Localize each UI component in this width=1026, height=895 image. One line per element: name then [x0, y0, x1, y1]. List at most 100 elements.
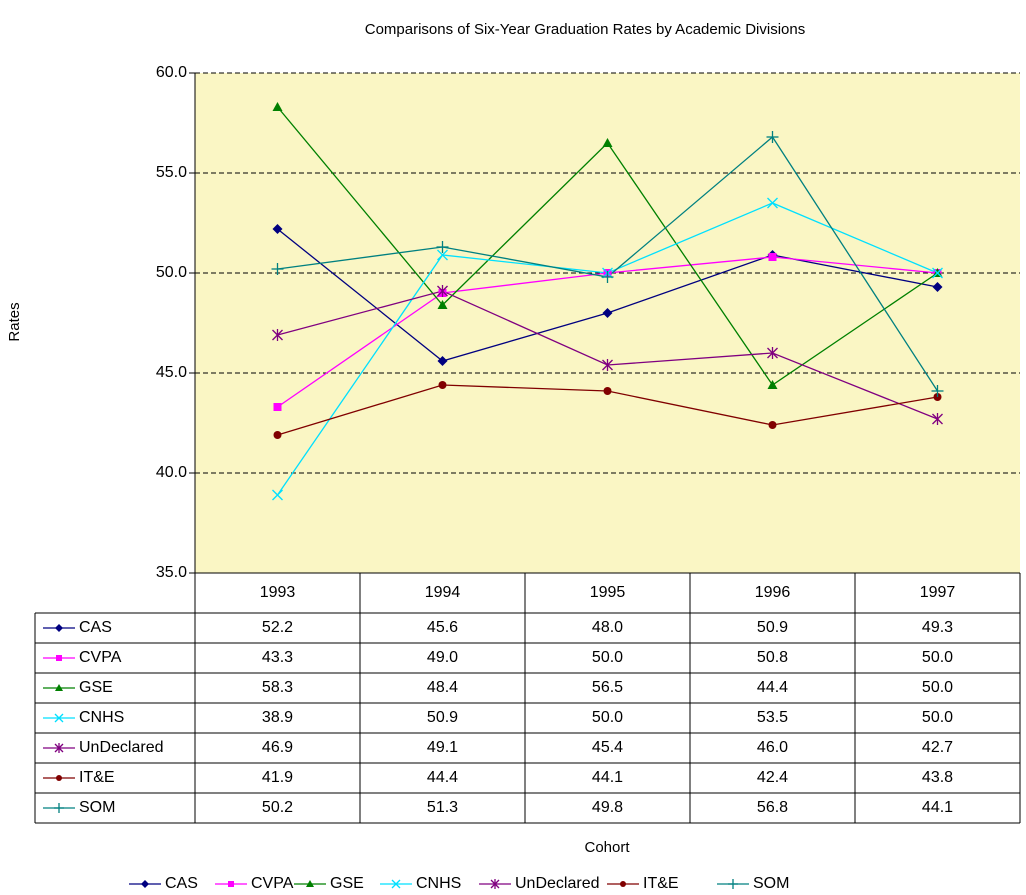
- marker-part: [228, 881, 234, 887]
- table-cell: 48.0: [592, 619, 623, 636]
- table-cell: 45.6: [427, 619, 458, 636]
- marker-part: [602, 308, 613, 318]
- marker-part: [437, 356, 448, 366]
- table-cell: 50.9: [757, 619, 788, 636]
- marker-part: [272, 102, 283, 111]
- table-cell: 50.0: [922, 679, 953, 696]
- x-tick-label: 1996: [755, 584, 791, 601]
- marker: [601, 271, 614, 283]
- marker: [768, 253, 777, 261]
- table-cell: 50.0: [922, 709, 953, 726]
- marker: [228, 881, 234, 887]
- x-tick-label: 1995: [590, 584, 626, 601]
- marker-part: [767, 380, 778, 389]
- table-cell: 52.2: [262, 619, 293, 636]
- y-tick-label: 40.0: [156, 464, 187, 481]
- marker: [391, 879, 401, 889]
- marker-part: [932, 267, 943, 279]
- table-cell: 43.3: [262, 649, 293, 666]
- legend-label: IT&E: [643, 875, 679, 892]
- table-cell: 38.9: [262, 709, 293, 726]
- marker-part: [602, 138, 613, 147]
- table-cell: 42.7: [922, 739, 953, 756]
- y-tick-label: 55.0: [156, 164, 187, 181]
- table-cell: 44.1: [592, 769, 623, 786]
- y-tick-label: 60.0: [156, 64, 187, 81]
- marker-part: [56, 775, 62, 781]
- marker-part: [54, 713, 64, 723]
- x-tick-label: 1994: [425, 584, 461, 601]
- x-tick-label: 1997: [920, 584, 956, 601]
- table-cell: 49.3: [922, 619, 953, 636]
- plot-area: [195, 73, 1020, 573]
- marker: [438, 381, 447, 389]
- marker: [56, 775, 62, 781]
- table-cell: 50.9: [427, 709, 458, 726]
- marker-part: [272, 224, 283, 234]
- table-cell: 42.4: [757, 769, 788, 786]
- marker: [141, 880, 149, 888]
- marker: [272, 102, 283, 111]
- marker: [767, 347, 778, 359]
- table-row-label: CAS: [79, 619, 112, 636]
- marker: [54, 803, 64, 813]
- marker: [271, 263, 284, 275]
- legend-label: CNHS: [416, 875, 461, 892]
- table-row-label: SOM: [79, 799, 115, 816]
- table-cell: 50.2: [262, 799, 293, 816]
- marker: [437, 249, 448, 261]
- marker: [767, 380, 778, 389]
- marker: [437, 285, 448, 297]
- table-cell: 44.1: [922, 799, 953, 816]
- marker: [56, 655, 62, 661]
- table-cell: 45.4: [592, 739, 623, 756]
- table-cell: 44.4: [757, 679, 788, 696]
- marker: [437, 300, 448, 309]
- marker: [602, 359, 613, 371]
- table-row-label: IT&E: [79, 769, 115, 786]
- table-cell: 51.3: [427, 799, 458, 816]
- table-cell: 44.4: [427, 769, 458, 786]
- marker: [602, 308, 613, 318]
- table-row-label: CVPA: [79, 649, 122, 666]
- table-cell: 48.4: [427, 679, 458, 696]
- marker-part: [55, 624, 63, 632]
- y-tick-label: 35.0: [156, 564, 187, 581]
- table-row-label: CNHS: [79, 709, 124, 726]
- table-cell: 56.5: [592, 679, 623, 696]
- marker-part: [56, 655, 62, 661]
- marker-part: [141, 880, 149, 888]
- marker: [620, 881, 626, 887]
- table-row-label: GSE: [79, 679, 113, 696]
- marker: [54, 743, 64, 753]
- marker-part: [620, 881, 626, 887]
- legend-label: UnDeclared: [515, 875, 599, 892]
- marker: [767, 197, 778, 209]
- marker-part: [273, 403, 282, 411]
- marker: [932, 413, 943, 425]
- marker: [272, 224, 283, 234]
- marker: [932, 282, 943, 292]
- x-tick-label: 1993: [260, 584, 296, 601]
- marker-part: [768, 421, 777, 429]
- marker: [54, 713, 64, 723]
- marker-part: [391, 879, 401, 889]
- legend-label: SOM: [753, 875, 789, 892]
- marker: [306, 880, 314, 887]
- marker-part: [55, 684, 63, 691]
- marker-part: [603, 387, 612, 395]
- marker-part: [272, 489, 283, 501]
- marker-part: [437, 300, 448, 309]
- x-axis-label: Cohort: [584, 839, 630, 856]
- table-cell: 56.8: [757, 799, 788, 816]
- table-cell: 41.9: [262, 769, 293, 786]
- table-cell: 50.0: [592, 649, 623, 666]
- marker: [766, 131, 779, 143]
- marker: [273, 403, 282, 411]
- table-cell: 49.1: [427, 739, 458, 756]
- marker-part: [438, 381, 447, 389]
- table-cell: 46.0: [757, 739, 788, 756]
- marker: [931, 385, 944, 397]
- marker: [55, 684, 63, 691]
